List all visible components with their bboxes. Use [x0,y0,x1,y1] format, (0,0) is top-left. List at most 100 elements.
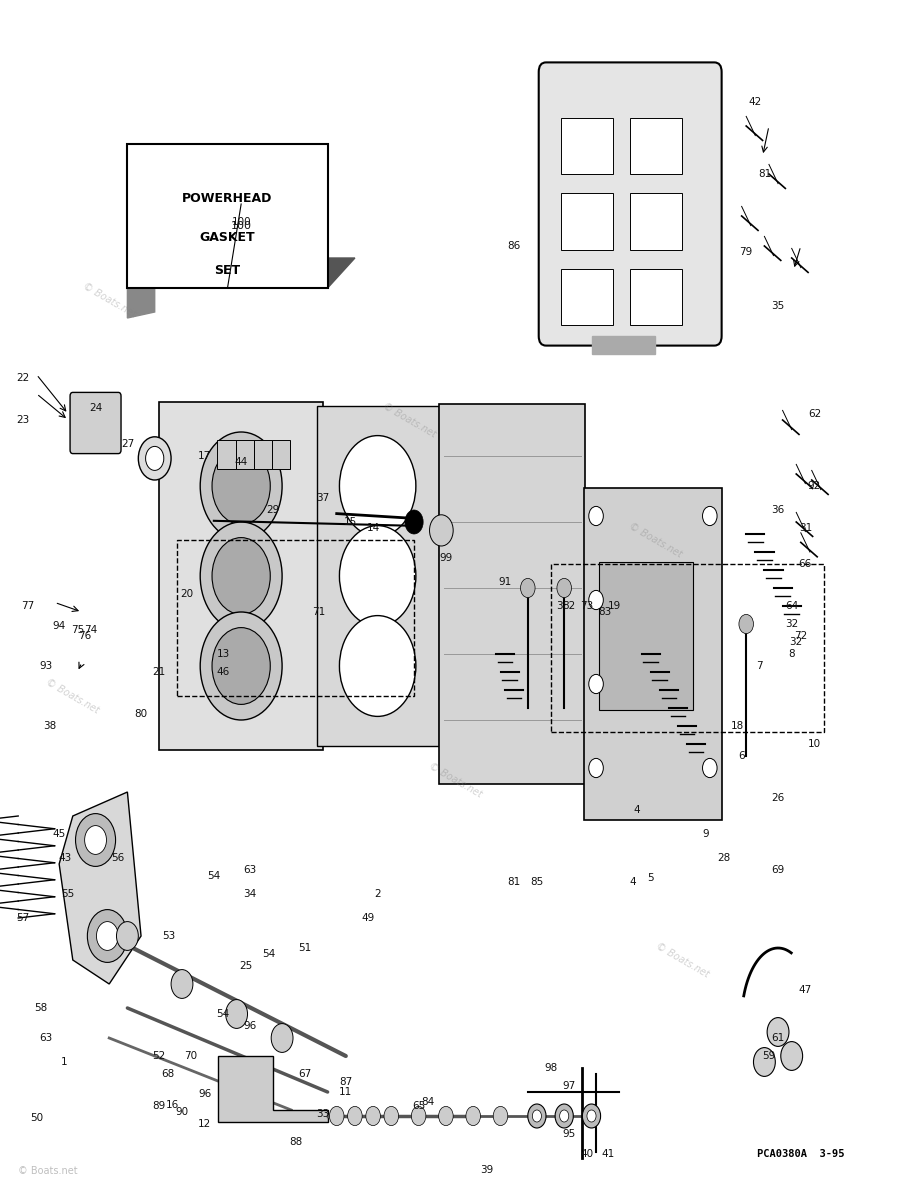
Circle shape [116,922,138,950]
Polygon shape [127,258,355,288]
Text: 80: 80 [135,709,147,719]
Text: 27: 27 [121,439,134,449]
Text: 25: 25 [239,961,252,971]
Text: 37: 37 [317,493,329,503]
Circle shape [560,1110,569,1122]
Text: 64: 64 [785,601,798,611]
Text: 95: 95 [562,1129,575,1139]
Text: 100: 100 [231,217,251,227]
Text: © Boats.net: © Boats.net [381,401,438,439]
Text: 2: 2 [374,889,381,899]
Text: 94: 94 [53,622,66,631]
Text: PCA0380A  3-95: PCA0380A 3-95 [757,1150,844,1159]
Text: 55: 55 [62,889,75,899]
Circle shape [339,526,416,626]
Circle shape [589,758,603,778]
Text: © Boats.net: © Boats.net [654,941,711,979]
Circle shape [329,1106,344,1126]
Circle shape [411,1106,426,1126]
Circle shape [138,437,171,480]
Circle shape [589,590,603,610]
Text: © Boats.net: © Boats.net [45,677,101,715]
Text: 91: 91 [499,577,511,587]
Text: 92: 92 [808,481,821,491]
Text: 51: 51 [298,943,311,953]
Text: © Boats.net: © Boats.net [18,1166,78,1176]
Circle shape [430,515,453,546]
Circle shape [200,432,282,540]
Circle shape [87,910,127,962]
Text: 36: 36 [772,505,784,515]
Text: 11: 11 [339,1087,352,1097]
FancyBboxPatch shape [539,62,722,346]
Text: 72: 72 [794,631,807,641]
Text: 23: 23 [16,415,29,425]
Text: 84: 84 [421,1097,434,1106]
Bar [177,540,414,696]
Polygon shape [127,258,155,318]
FancyBboxPatch shape [236,440,254,469]
FancyBboxPatch shape [159,402,323,750]
Text: 63: 63 [39,1033,52,1043]
Text: 38: 38 [44,721,56,731]
Text: 22: 22 [16,373,29,383]
Polygon shape [218,1056,328,1122]
Circle shape [96,922,118,950]
Text: 76: 76 [78,631,91,641]
Text: 33: 33 [317,1109,329,1118]
Text: POWERHEAD: POWERHEAD [182,192,273,205]
Circle shape [405,510,423,534]
Text: 19: 19 [608,601,621,611]
Text: 54: 54 [217,1009,229,1019]
Circle shape [212,448,270,524]
Circle shape [339,616,416,716]
Text: 68: 68 [162,1069,175,1079]
Circle shape [212,538,270,614]
Text: 17: 17 [198,451,211,461]
Text: 93: 93 [39,661,52,671]
FancyBboxPatch shape [584,488,722,820]
Bar [551,564,824,732]
FancyBboxPatch shape [254,440,272,469]
Circle shape [200,612,282,720]
Circle shape [493,1106,508,1126]
Text: © Boats.net: © Boats.net [427,761,483,799]
Text: 100: 100 [230,221,252,230]
Polygon shape [59,792,141,984]
Text: 71: 71 [312,607,325,617]
Text: 56: 56 [112,853,125,863]
Text: 20: 20 [180,589,193,599]
Text: 98: 98 [544,1063,557,1073]
Text: 58: 58 [35,1003,47,1013]
Text: 73: 73 [581,601,593,611]
FancyBboxPatch shape [127,144,328,288]
Text: 1: 1 [60,1057,67,1067]
Text: 26: 26 [772,793,784,803]
Text: 13: 13 [217,649,229,659]
Text: SET: SET [215,264,240,277]
Text: 34: 34 [244,889,257,899]
Text: 66: 66 [799,559,812,569]
Text: 50: 50 [30,1114,43,1123]
Text: 67: 67 [298,1069,311,1079]
Text: 44: 44 [235,457,248,467]
Circle shape [271,1024,293,1052]
Text: 70: 70 [185,1051,197,1061]
Text: 52: 52 [153,1051,166,1061]
FancyBboxPatch shape [439,404,585,784]
FancyBboxPatch shape [561,118,613,174]
Circle shape [703,758,717,778]
Circle shape [589,674,603,694]
Circle shape [226,1000,248,1028]
FancyBboxPatch shape [630,193,682,250]
FancyBboxPatch shape [317,406,439,746]
FancyBboxPatch shape [272,440,290,469]
Text: 31: 31 [799,523,812,533]
Text: 74: 74 [85,625,97,635]
Text: 10: 10 [808,739,821,749]
Text: 79: 79 [740,247,753,257]
Circle shape [384,1106,399,1126]
Text: 14: 14 [367,523,379,533]
FancyBboxPatch shape [561,193,613,250]
Circle shape [589,506,603,526]
